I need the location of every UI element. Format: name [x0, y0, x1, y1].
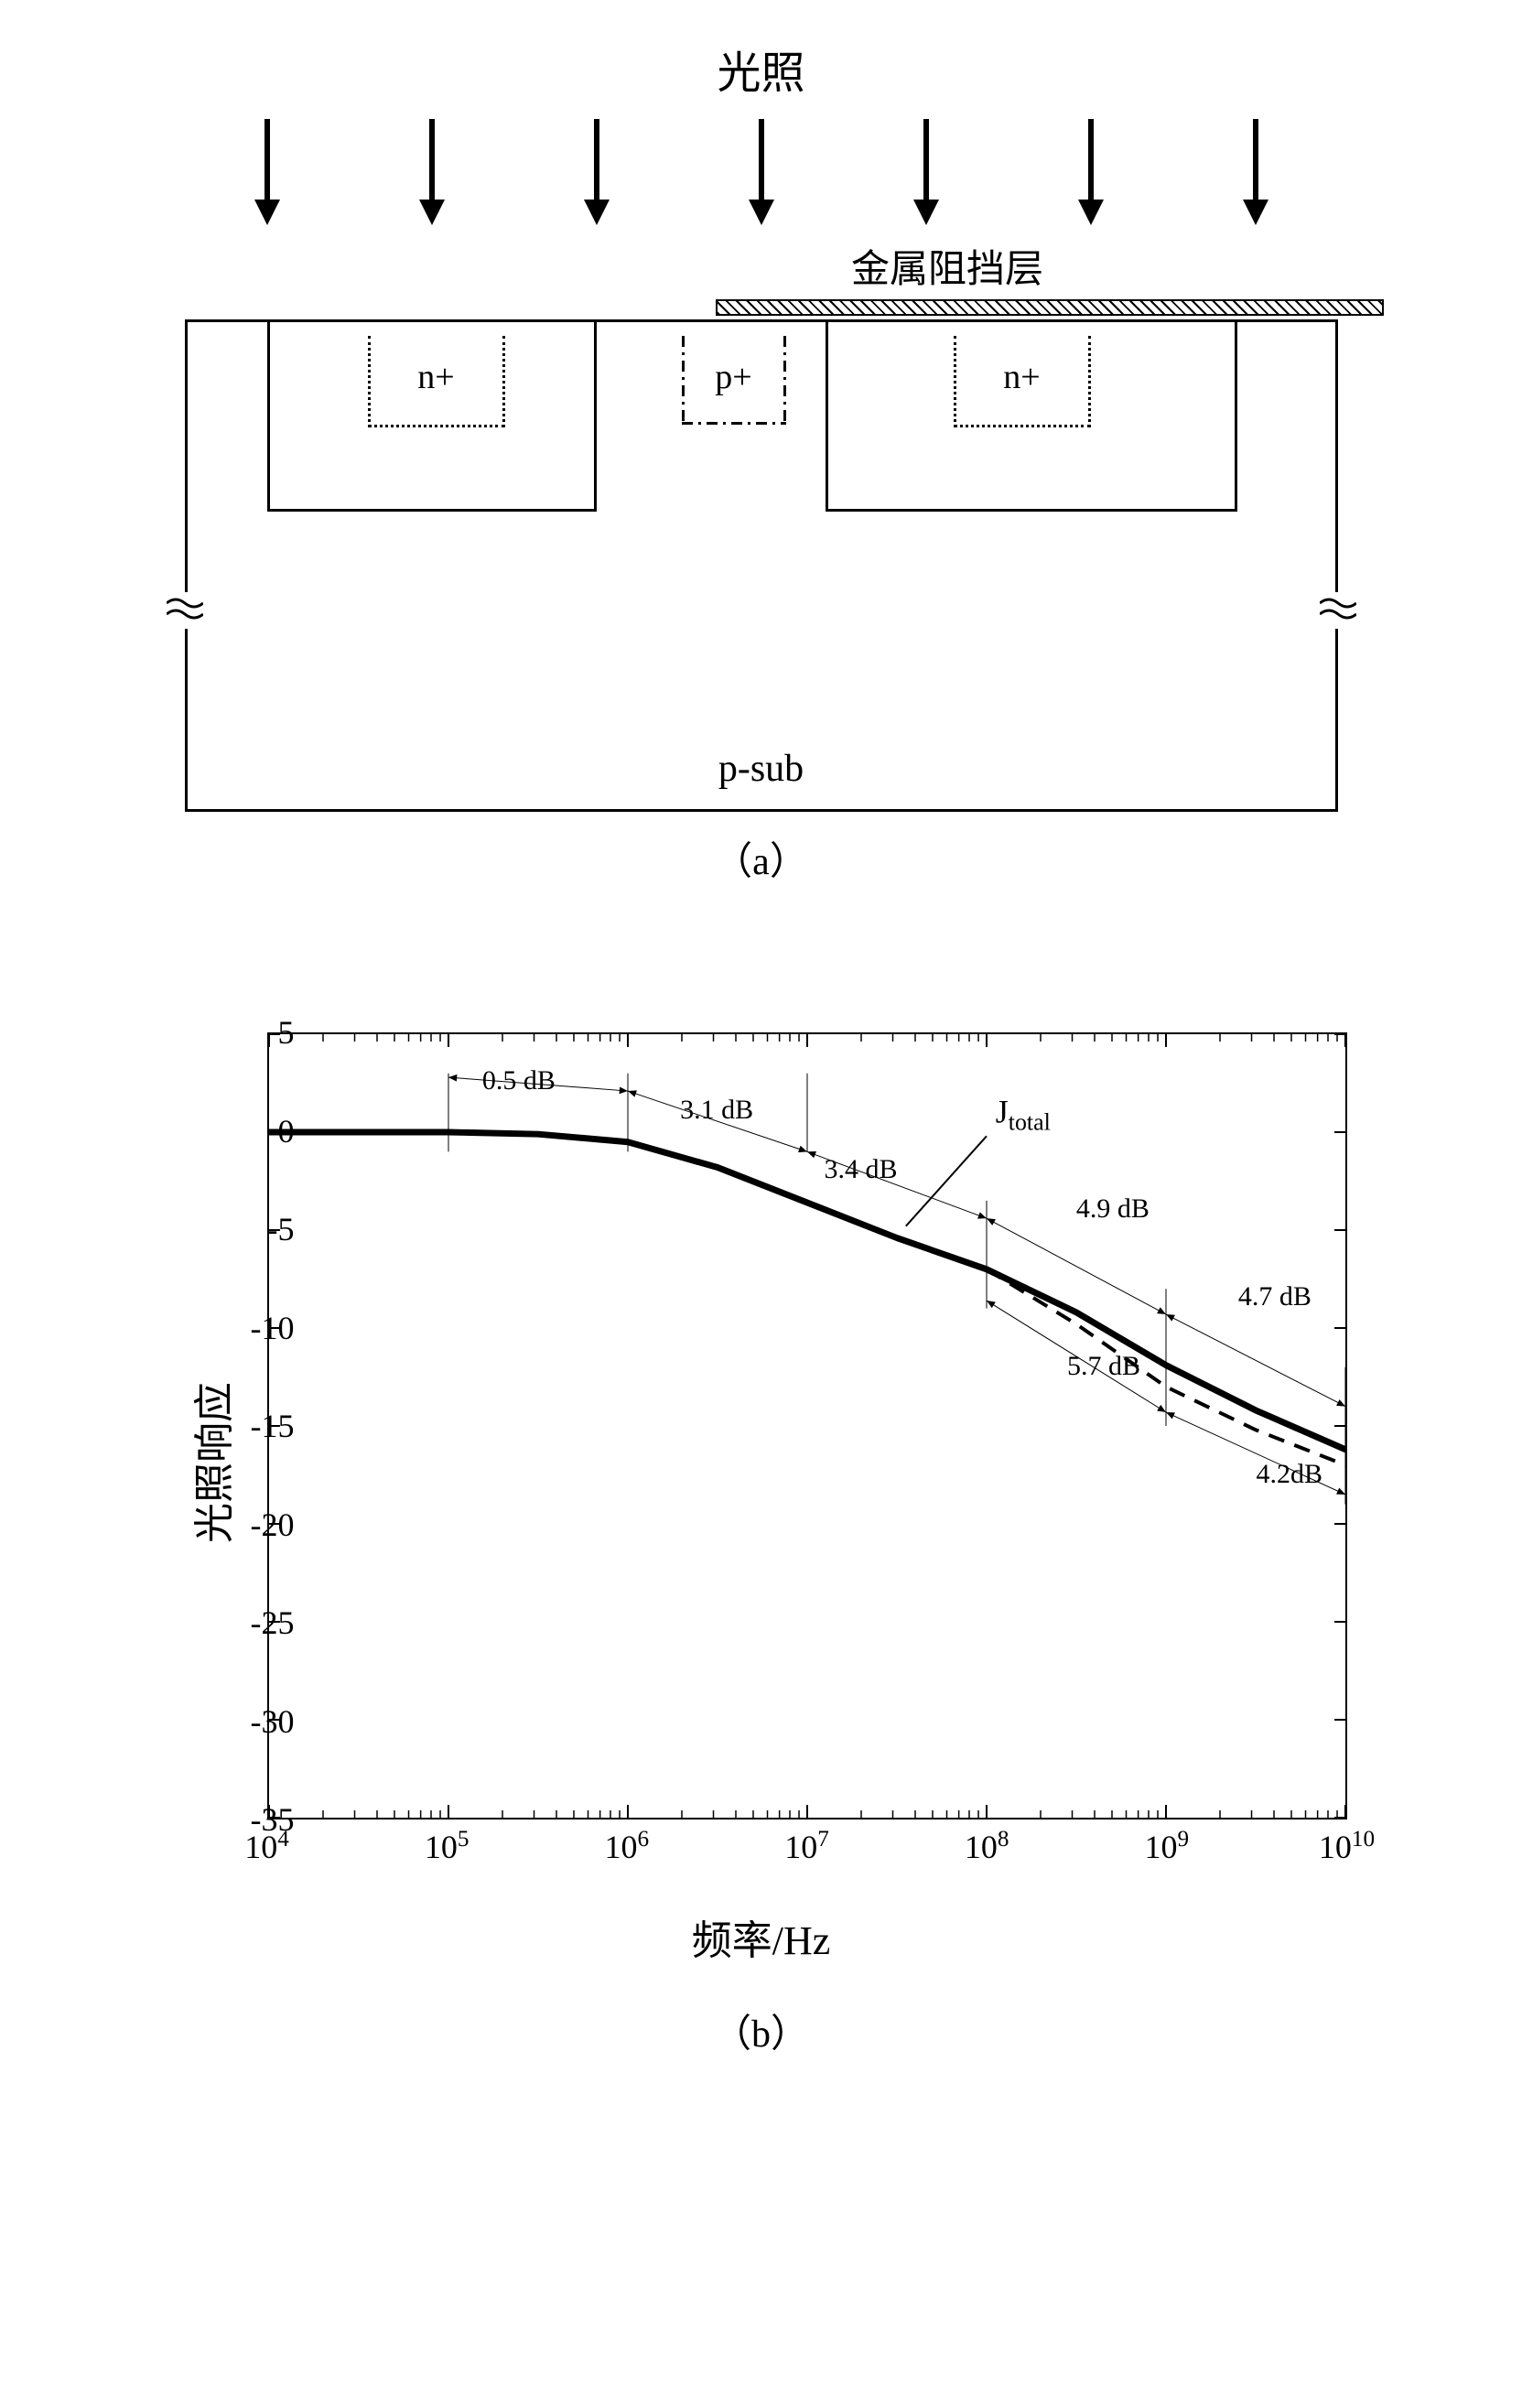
y-tick-label: -5: [267, 1210, 295, 1248]
plot-area: Jtotal: [267, 1032, 1347, 1819]
db-annotation: 3.4 dB: [825, 1154, 898, 1185]
x-tick-label: 1010: [1319, 1827, 1375, 1866]
pplus-region: p+: [679, 336, 789, 427]
x-axis-label: 频率/Hz: [139, 1907, 1384, 1966]
cross-section-diagram: p-sub n+ n+ p+: [185, 299, 1338, 812]
x-tick-label: 105: [425, 1827, 470, 1866]
db-annotation: 0.5 dB: [482, 1065, 556, 1096]
break-mark-right: [1320, 592, 1356, 629]
nplus-left: n+: [368, 336, 505, 427]
svg-text:Jtotal: Jtotal: [995, 1093, 1050, 1135]
illumination-label: 光照: [37, 37, 1485, 101]
panel-a-label: （a）: [37, 830, 1485, 886]
db-annotation: 5.7 dB: [1067, 1351, 1140, 1382]
y-tick-label: -30: [251, 1702, 295, 1741]
metal-barrier-label: 金属阻挡层: [851, 238, 1485, 294]
response-chart: 光照响应 Jtotal 频率/Hz 50-5-10-15-20-25-30-35…: [139, 1014, 1384, 1911]
psub-label: p-sub: [188, 747, 1335, 791]
x-tick-label: 106: [605, 1827, 650, 1866]
db-annotation: 4.7 dB: [1238, 1281, 1312, 1312]
db-annotation: 4.9 dB: [1076, 1193, 1150, 1225]
y-tick-label: 0: [278, 1112, 295, 1150]
y-tick-label: -10: [251, 1309, 295, 1347]
y-tick-label: -20: [251, 1506, 295, 1544]
y-axis-label: 光照响应: [181, 1382, 240, 1543]
x-tick-label: 108: [965, 1827, 1009, 1866]
break-mark-left: [167, 592, 203, 629]
metal-barrier: [716, 299, 1384, 316]
y-tick-label: -25: [251, 1604, 295, 1642]
db-annotation: 3.1 dB: [680, 1095, 753, 1126]
y-tick-label: -15: [251, 1407, 295, 1445]
y-tick-label: 5: [278, 1013, 295, 1052]
x-tick-label: 104: [244, 1827, 289, 1866]
x-tick-label: 109: [1145, 1827, 1190, 1866]
db-annotation: 4.2dB: [1257, 1459, 1323, 1490]
x-tick-label: 107: [784, 1827, 829, 1866]
panel-b-label: （b）: [37, 2003, 1485, 2058]
nplus-right: n+: [954, 336, 1091, 427]
